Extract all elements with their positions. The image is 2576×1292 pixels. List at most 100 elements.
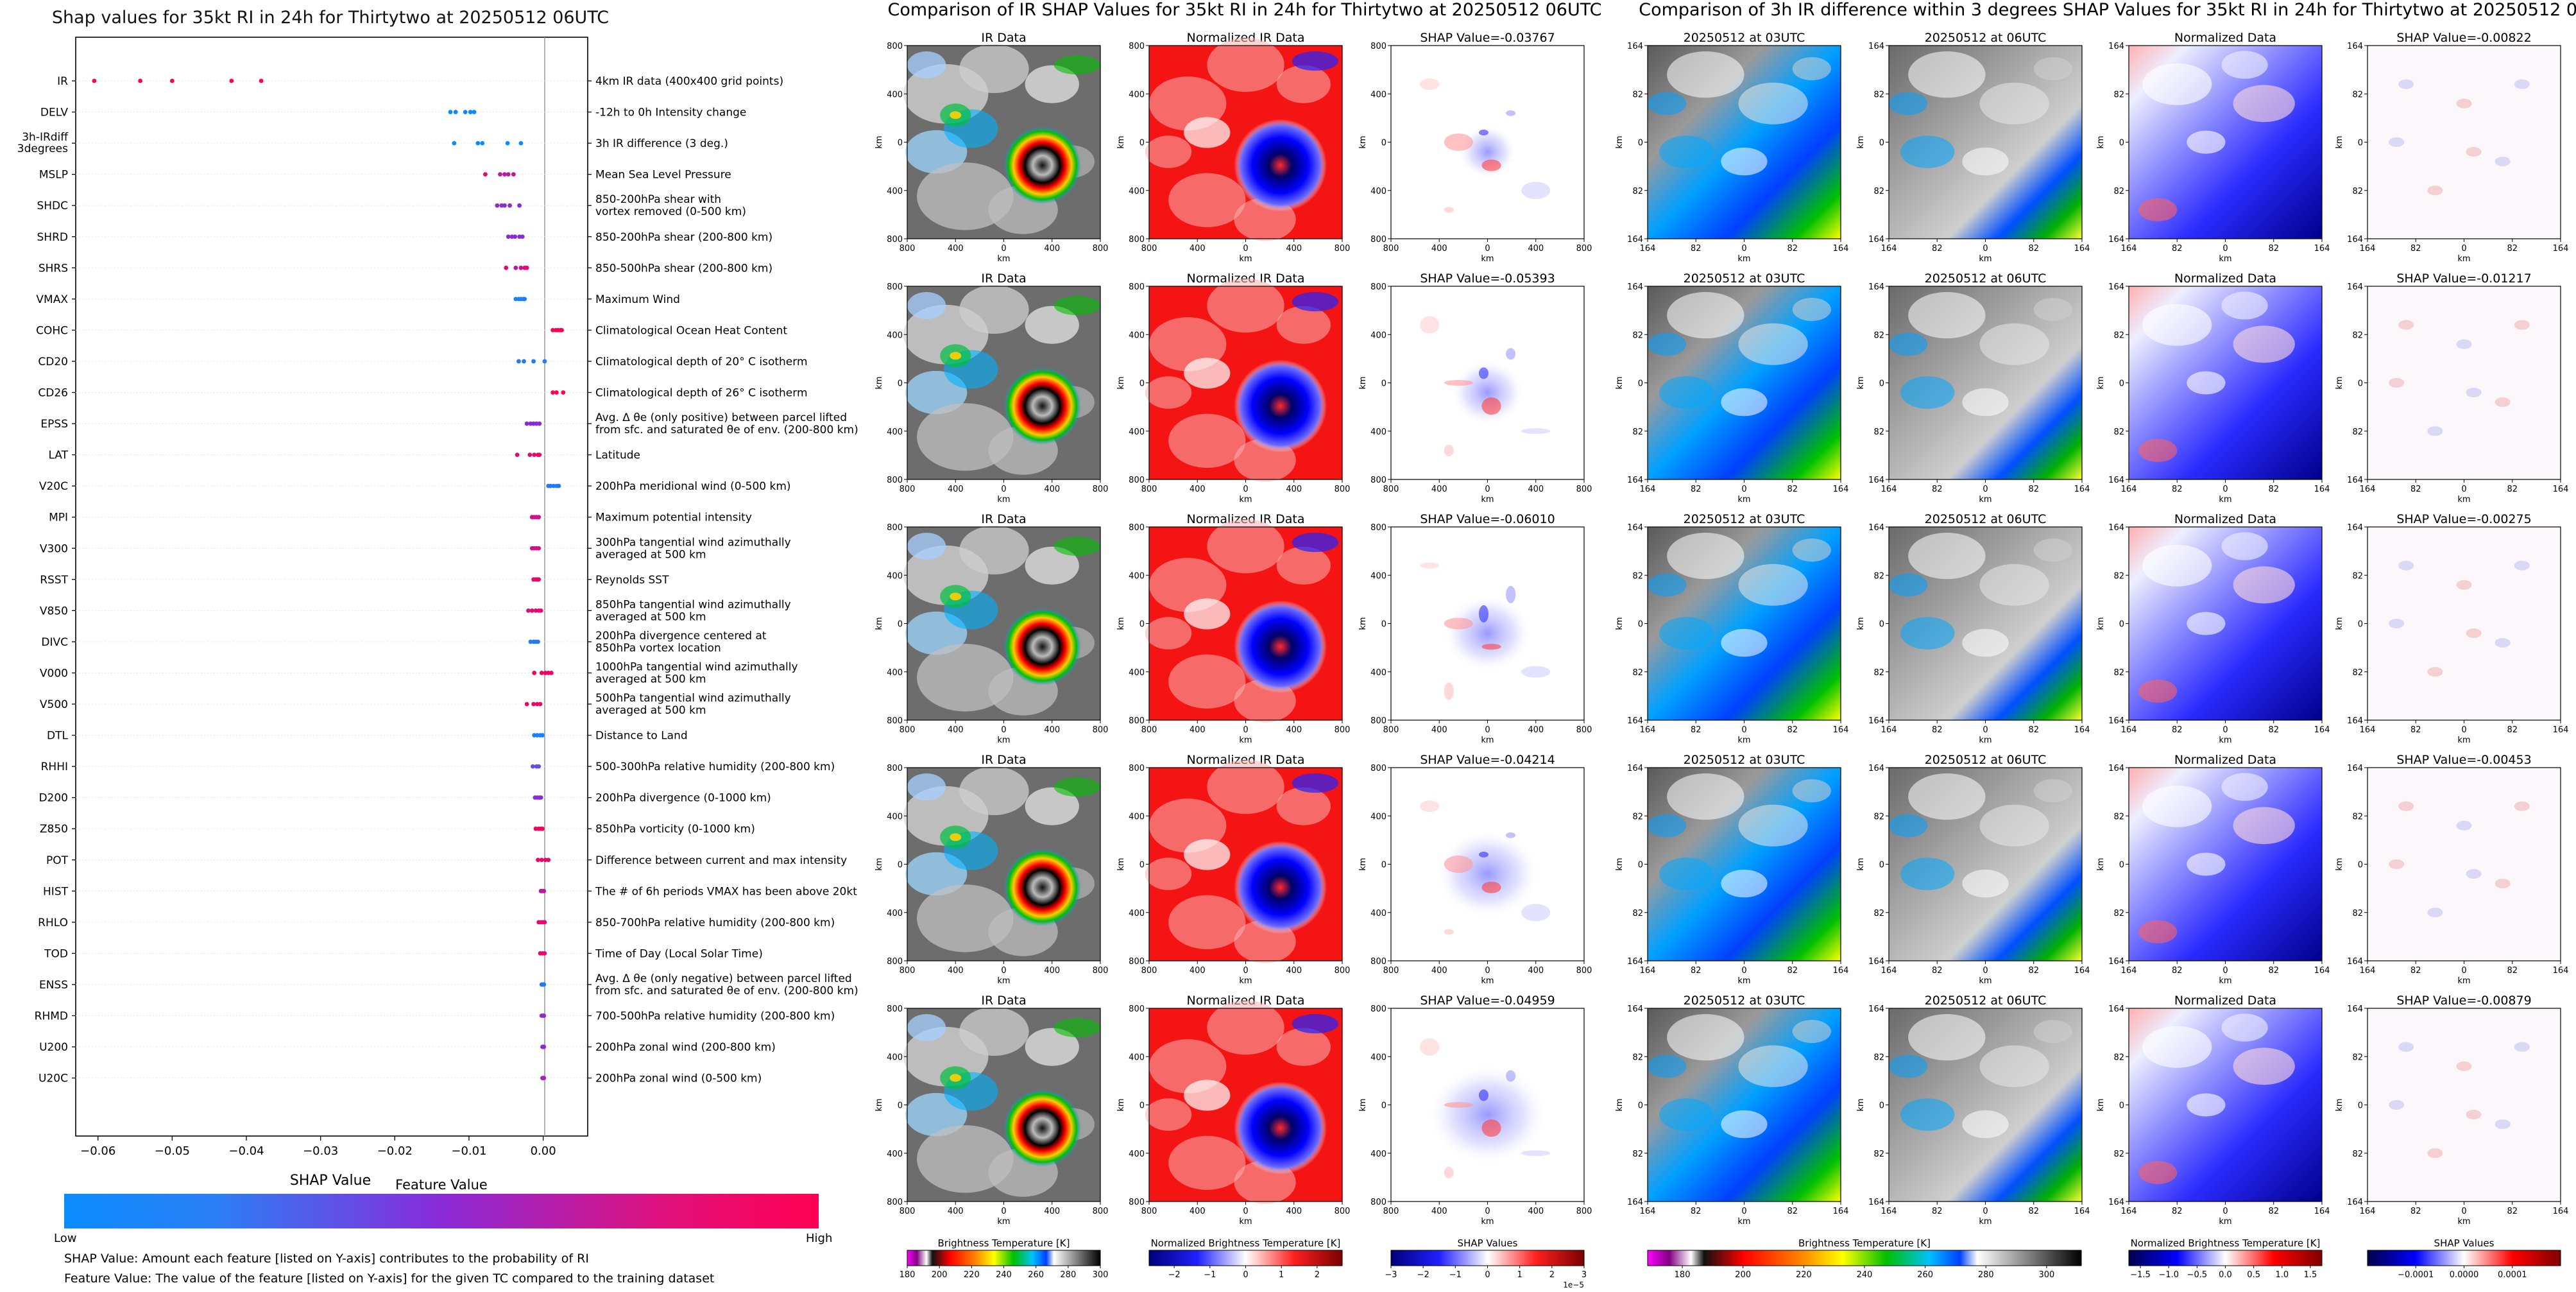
x-tick-label: 82 — [1691, 725, 1702, 735]
y-tick-label: 164 — [1627, 764, 1643, 773]
x-tick-label: 400 — [1286, 485, 1302, 494]
x-tick-label: 800 — [1141, 244, 1157, 254]
x-tick-label: 800 — [1141, 485, 1157, 494]
y-tick-label: 164 — [1627, 1004, 1643, 1014]
panel-title: SHAP Value=-0.01217 — [2396, 271, 2531, 286]
x-tick-label: 82 — [2507, 725, 2518, 735]
panel-title: SHAP Value=-0.00879 — [2396, 994, 2531, 1008]
x-tick-label: 0 — [1243, 244, 1248, 254]
x-tick-label: 82 — [2028, 1207, 2039, 1216]
x-axis-label: km — [1737, 976, 1750, 986]
x-tick-label: 82 — [1787, 966, 1798, 976]
y-tick-label: 400 — [1370, 331, 1386, 340]
y-tick-label: 82 — [1873, 1150, 1884, 1159]
y-axis-label: km — [2335, 857, 2344, 870]
feature-name: V20C — [39, 480, 68, 493]
colorbar-gradient — [1390, 1250, 1585, 1266]
feature-name: 3h-IRdiff — [22, 131, 69, 144]
x-tick-label: 800 — [1093, 485, 1109, 494]
colorbar-tick-label: 2 — [1549, 1270, 1555, 1280]
feature-description: from sfc. and saturated θe of env. (200-… — [595, 424, 858, 436]
x-tick-label: 82 — [2268, 725, 2279, 735]
y-tick-label: 164 — [1868, 1198, 1884, 1207]
feature-description: 850-200hPa shear (200-800 km) — [595, 231, 772, 244]
y-tick-label: 82 — [1632, 1150, 1643, 1159]
y-tick-label: 800 — [1129, 957, 1145, 967]
colorbar-tick-label: 180 — [900, 1270, 916, 1280]
x-axis-label: km — [1979, 1217, 1992, 1227]
panel-title: IR Data — [981, 31, 1026, 45]
x-tick-label: 82 — [1932, 725, 1943, 735]
y-tick-label: 164 — [1868, 957, 1884, 967]
shap-point — [542, 888, 547, 893]
x-tick-label: 400 — [1528, 1207, 1544, 1216]
x-tick-label: 400 — [1431, 725, 1447, 735]
feature-name: DTL — [47, 730, 68, 743]
y-tick-label: 0 — [2358, 620, 2363, 630]
summary-axes-frame — [75, 37, 588, 1137]
y-tick-label: 800 — [1129, 1198, 1145, 1207]
y-tick-label: 400 — [1370, 427, 1386, 437]
shap-point — [524, 421, 529, 426]
y-tick-label: 800 — [1370, 235, 1386, 245]
y-axis-label: km — [874, 617, 884, 630]
x-tick-label: 800 — [1141, 966, 1157, 976]
colorbar-tick-label: 3 — [1582, 1270, 1587, 1280]
panel-title: 20250512 at 06UTC — [1925, 512, 2047, 526]
y-tick-label: 82 — [1632, 1053, 1643, 1062]
x-tick-label: 164 — [2360, 725, 2376, 735]
shap-point — [556, 483, 561, 488]
shap-point — [517, 203, 522, 208]
feature-name: HIST — [43, 885, 69, 898]
y-tick-label: 82 — [1632, 90, 1643, 99]
shap-point — [502, 172, 507, 177]
feature-description: Climatological Ocean Heat Content — [595, 324, 787, 337]
panel-title: 20250512 at 03UTC — [1684, 512, 1805, 526]
x-tick-label: 82 — [2410, 485, 2421, 494]
feature-description: Mean Sea Level Pressure — [595, 169, 731, 182]
x-tick-label: 82 — [1932, 966, 1943, 976]
feature-colorbar — [64, 1194, 819, 1228]
colorbar-gradient — [2128, 1250, 2323, 1266]
x-tick-label: 0 — [2461, 485, 2466, 494]
shap-point — [508, 203, 512, 208]
x-tick-label: 82 — [1787, 1207, 1798, 1216]
x-tick-label: 82 — [2268, 1207, 2279, 1216]
shap-point — [516, 359, 521, 364]
y-tick-label: 82 — [2113, 668, 2124, 678]
shap-point — [169, 78, 175, 83]
x-tick-label: 164 — [1833, 1207, 1849, 1216]
x-tick-label: 400 — [1286, 1207, 1302, 1216]
x-tick-label: −0.03 — [303, 1144, 338, 1158]
x-tick-label: 400 — [1044, 966, 1060, 976]
y-axis-label: km — [1615, 857, 1625, 870]
heatmap-colorbars: Brightness Temperature [K]180 200 220 240 26… — [900, 1237, 2561, 1289]
shap-point — [550, 390, 556, 395]
x-tick-label: 164 — [2314, 485, 2330, 494]
feature-description: 850-500hPa shear (200-800 km) — [595, 262, 772, 275]
x-tick-label: 0 — [1485, 244, 1490, 254]
panel-title: 20250512 at 03UTC — [1684, 994, 1805, 1008]
x-tick-label: 800 — [1383, 1207, 1399, 1216]
y-tick-label: 400 — [1370, 571, 1386, 581]
y-tick-label: 82 — [1873, 571, 1884, 581]
y-axis-label: km — [1615, 617, 1625, 630]
colorbar-gradient — [2367, 1250, 2561, 1266]
x-tick-label: 82 — [1932, 244, 1943, 254]
shap-point — [549, 671, 554, 675]
y-tick-label: 82 — [1873, 909, 1884, 918]
x-tick-label: 400 — [1044, 725, 1060, 735]
feature-description: 850hPa vorticity (0-1000 km) — [595, 823, 755, 836]
x-tick-label: 164 — [2121, 725, 2137, 735]
feature-name: IR — [57, 75, 68, 88]
shap-point — [480, 141, 485, 146]
y-tick-label: 0 — [2119, 861, 2124, 870]
x-tick-label: 400 — [948, 485, 964, 494]
y-tick-label: 0 — [1638, 139, 1643, 148]
